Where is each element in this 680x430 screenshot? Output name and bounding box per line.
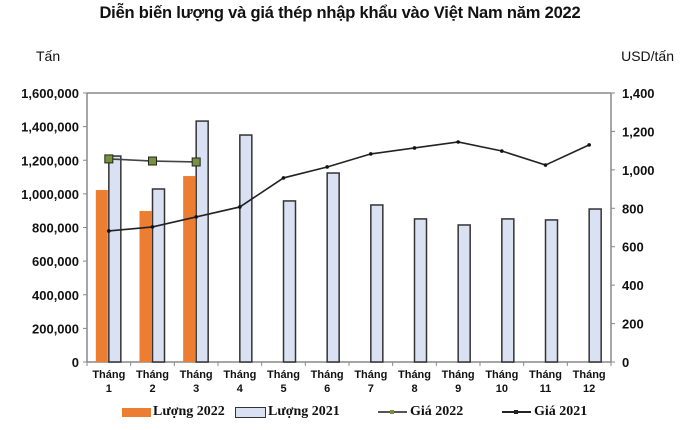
bar-luong-2021: [108, 155, 122, 363]
left-tick-label: 1,400,000: [21, 120, 79, 135]
right-tick-label: 400: [622, 278, 644, 293]
x-tick-label: 4: [237, 383, 244, 395]
legend-item-gia-2022: Giá 2022: [378, 404, 463, 420]
legend-swatch-orange: [122, 407, 151, 417]
x-tick-label: 7: [368, 383, 374, 395]
bar-luong-2021: [501, 218, 515, 363]
x-tick-label: 2: [149, 383, 155, 395]
x-tick-label: 6: [324, 383, 330, 395]
line-gia-2022-marker: [104, 154, 114, 164]
left-tick-label: 1,200,000: [21, 153, 79, 168]
right-tick-label: 1,000: [622, 163, 655, 178]
x-tick-label: Tháng: [180, 369, 213, 381]
legend-line-gia-2021-icon: [502, 410, 531, 414]
x-tick-label: Tháng: [92, 369, 125, 381]
line-gia-2021-marker: [150, 225, 155, 229]
line-gia-2021-marker: [412, 146, 417, 150]
line-gia-2021-marker: [500, 149, 504, 153]
x-tick-label: Tháng: [311, 369, 344, 381]
bar-luong-2021: [195, 120, 209, 363]
line-gia-2021-marker: [587, 143, 591, 147]
left-tick-label: 0: [72, 355, 79, 370]
right-tick-label: 0: [622, 355, 629, 370]
x-tick-label: Tháng: [223, 369, 256, 381]
line-gia-2022-marker: [191, 157, 201, 167]
bar-luong-2021: [151, 188, 166, 363]
line-gia-2021-marker: [238, 205, 242, 209]
x-tick-label: Tháng: [354, 369, 387, 381]
legend-item-luong-2021: Lượng 2021: [235, 404, 340, 420]
x-tick-label: Tháng: [136, 369, 169, 381]
line-gia-2021-marker: [543, 163, 548, 167]
left-tick-label: 400,000: [32, 288, 79, 303]
x-tick-label: 3: [193, 383, 199, 395]
x-tick-label: 12: [583, 383, 595, 395]
line-gia-2021-marker: [325, 165, 329, 169]
left-tick-label: 1,600,000: [21, 86, 79, 101]
legend-label: Lượng 2022: [153, 404, 225, 419]
bar-luong-2021: [413, 218, 428, 363]
line-gia-2021: [108, 141, 590, 232]
legend-label: Giá 2021: [534, 404, 588, 419]
bar-luong-2021: [544, 219, 559, 363]
line-gia-2021-marker: [456, 140, 460, 144]
x-tick-label: 11: [540, 383, 552, 395]
legend-line-gia-2022-icon: [378, 410, 407, 414]
bar-luong-2021: [282, 200, 297, 363]
legend-label: Giá 2022: [410, 404, 464, 419]
bar-luong-2021: [457, 224, 471, 363]
left-tick-label: 200,000: [32, 321, 79, 336]
legend-item-gia-2021: Giá 2021: [502, 404, 587, 420]
x-tick-label: Tháng: [442, 369, 475, 381]
x-tick-label: 9: [455, 383, 461, 395]
right-tick-label: 600: [622, 240, 644, 255]
left-tick-label: 1,000,000: [21, 187, 79, 202]
bar-luong-2022: [95, 190, 108, 362]
bar-luong-2021: [239, 134, 253, 363]
legend-swatch-lightblue: [235, 406, 266, 418]
left-tick-label: 800,000: [32, 221, 79, 236]
right-tick-label: 1,200: [622, 124, 655, 139]
x-tick-label: 10: [496, 383, 508, 395]
line-gia-2021-marker: [194, 215, 198, 219]
x-tick-label: Tháng: [573, 369, 606, 381]
line-gia-2021-marker: [369, 152, 373, 156]
bar-luong-2021: [588, 208, 602, 363]
left-tick-label: 600,000: [32, 254, 79, 269]
x-tick-label: Tháng: [485, 369, 518, 381]
x-tick-label: Tháng: [267, 369, 300, 381]
x-tick-label: 1: [106, 383, 112, 395]
line-gia-2021-marker: [107, 229, 111, 233]
line-gia-2021-marker: [281, 176, 286, 180]
legend-item-luong-2022: Lượng 2022: [122, 404, 225, 420]
right-tick-label: 200: [622, 317, 644, 332]
bar-luong-2022: [139, 211, 152, 362]
x-tick-label: Tháng: [529, 369, 562, 381]
right-tick-label: 1,400: [622, 86, 655, 101]
line-gia-2022-marker: [148, 156, 157, 166]
bar-luong-2022: [183, 176, 196, 362]
x-tick-label: Tháng: [398, 369, 431, 381]
legend-label: Lượng 2021: [268, 404, 340, 419]
right-tick-label: 800: [622, 201, 644, 216]
left-axis-unit: Tấn: [36, 48, 61, 64]
right-axis-unit: USD/tấn: [621, 48, 674, 64]
bar-luong-2021: [370, 204, 384, 363]
chart-title: Diễn biến lượng và giá thép nhập khẩu và…: [99, 4, 581, 22]
x-tick-label: 5: [280, 383, 286, 395]
bar-luong-2021: [326, 172, 340, 363]
x-tick-label: 8: [411, 383, 417, 395]
